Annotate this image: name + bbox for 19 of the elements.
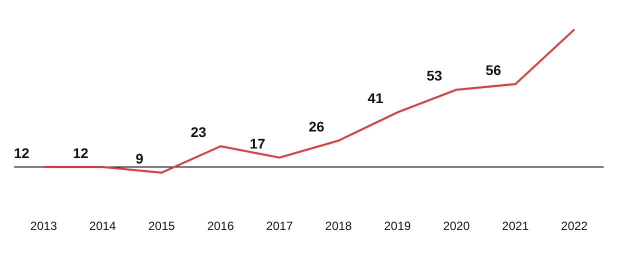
x-tick-label: 2022 <box>561 219 588 234</box>
data-label: 23 <box>190 124 207 140</box>
x-tick-label: 2017 <box>266 219 294 234</box>
data-label: 17 <box>250 135 266 152</box>
x-tick-label: 2021 <box>502 219 530 234</box>
data-label: 56 <box>486 62 502 78</box>
x-tick-label: 2014 <box>89 219 116 234</box>
x-tick-label: 2020 <box>443 219 470 234</box>
data-label: 41 <box>368 90 384 106</box>
x-tick-label: 2019 <box>384 219 412 234</box>
data-label: 53 <box>426 68 442 84</box>
data-label: 9 <box>136 150 144 166</box>
x-tick-label: 2018 <box>325 219 352 234</box>
data-label: 12 <box>72 144 89 161</box>
x-tick-label: 2015 <box>148 219 176 234</box>
x-tick-label: 2016 <box>207 219 234 234</box>
x-tick-label: 2013 <box>30 219 58 234</box>
data-label: 12 <box>14 144 30 161</box>
data-label: 26 <box>308 118 324 134</box>
